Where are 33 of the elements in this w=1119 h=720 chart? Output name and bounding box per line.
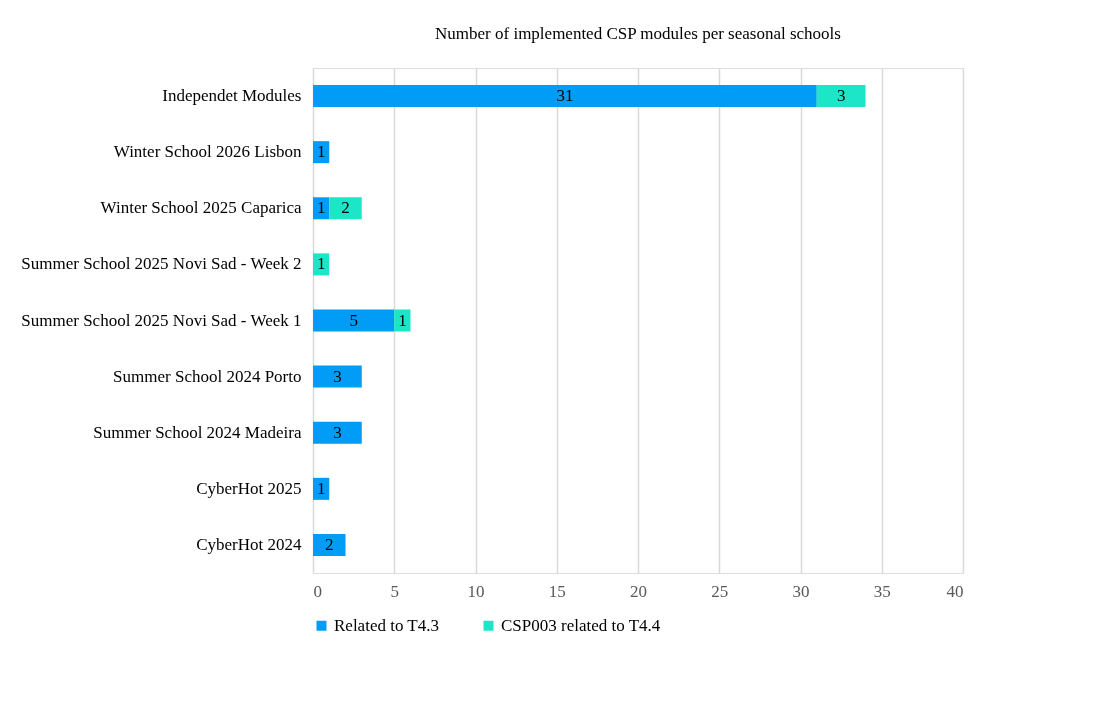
x-tick-label: 35 — [873, 581, 891, 601]
y-tick-label: Summer School 2025 Novi Sad - Week 2 — [21, 254, 302, 274]
y-tick-label: CyberHot 2024 — [196, 534, 302, 554]
y-tick-label: Summer School 2024 Madeira — [93, 422, 302, 442]
y-tick-label: Winter School 2025 Caparica — [100, 198, 302, 218]
x-tick-label: 25 — [711, 581, 729, 601]
x-tick-label: 10 — [467, 581, 485, 601]
x-tick-label: 5 — [390, 581, 399, 601]
legend-label: CSP003 related to T4.4 — [501, 615, 661, 635]
data-label: 2 — [341, 198, 350, 218]
y-tick-label: CyberHot 2025 — [196, 478, 302, 498]
data-label: 1 — [316, 478, 326, 498]
y-tick-label: Summer School 2024 Porto — [113, 366, 302, 386]
data-label: 3 — [333, 366, 342, 386]
y-tick-label: Independet Modules — [162, 86, 302, 106]
legend-label: Related to T4.3 — [334, 615, 439, 635]
data-label: 3 — [333, 422, 342, 442]
data-label: 2 — [325, 534, 334, 554]
data-label: 1 — [316, 254, 326, 274]
data-label: 31 — [556, 86, 574, 106]
x-tick-label: 40 — [946, 581, 964, 601]
data-label: 3 — [836, 86, 846, 106]
chart-title: Number of implemented CSP modules per seasonal schools — [435, 24, 841, 43]
x-tick-label: 30 — [792, 581, 810, 601]
data-label: 1 — [316, 198, 326, 218]
data-label: 5 — [349, 310, 358, 330]
y-tick-label: Summer School 2025 Novi Sad - Week 1 — [21, 310, 302, 330]
data-label: 1 — [398, 310, 407, 330]
x-tick-label: 20 — [630, 581, 647, 601]
y-tick-label: Winter School 2026 Lisbon — [113, 142, 302, 162]
x-tick-label: 15 — [548, 581, 566, 601]
data-label: 1 — [316, 142, 326, 162]
x-tick-label: 0 — [313, 581, 322, 601]
